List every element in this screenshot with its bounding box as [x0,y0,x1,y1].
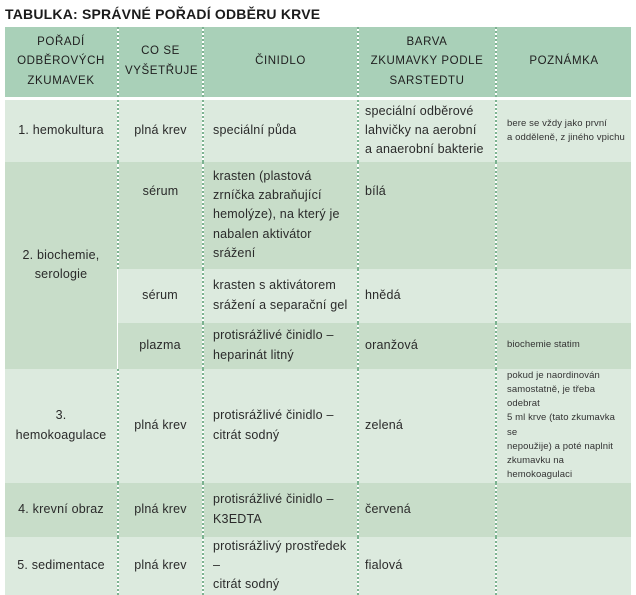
column-header-poznamka: POZNÁMKA [495,27,631,100]
page-title: TABULKA: SPRÁVNÉ POŘADÍ ODBĚRU KRVE [5,6,321,22]
row-biochemie-serum-2: sérum krasten s aktivátorem srážení a se… [5,268,631,323]
cell-poradi: 1. hemokultura [5,98,118,162]
cell-poradi: 2. biochemie, serologie [5,161,118,369]
cell-poznamka [495,482,631,537]
cell-vysetruje: sérum [117,161,203,269]
cell-cinidlo: krasten (plastová zrníčka zabraňující he… [202,161,358,269]
cell-poznamka [495,161,631,269]
cell-vysetruje: plazma [118,322,203,369]
header-row: POŘADÍ ODBĚROVÝCH ZKUMAVEK CO SE VYŠETŘU… [5,27,631,100]
cell-barva: bílá [357,161,496,269]
column-header-cinidlo: ČINIDLO [202,27,358,100]
cell-poradi: 3. hemokoagulace [5,368,118,483]
cell-poznamka [495,268,631,323]
column-header-poradi: POŘADÍ ODBĚROVÝCH ZKUMAVEK [5,27,118,100]
cell-poznamka [495,536,631,595]
cell-barva: oranžová [357,322,496,369]
cell-poznamka: bere se vždy jako první a odděleně, z ji… [495,98,631,162]
blood-draw-order-table: POŘADÍ ODBĚROVÝCH ZKUMAVEK CO SE VYŠETŘU… [5,27,631,595]
cell-poznamka: biochemie statim [495,322,631,369]
cell-cinidlo: speciální půda [202,98,358,162]
cell-vysetruje: sérum [118,268,203,323]
row-hemokultura: 1. hemokultura plná krev speciální půda … [5,98,631,162]
row-krevni-obraz: 4. krevní obraz plná krev protisrážlivé … [5,482,631,537]
cell-cinidlo: protisrážlivé činidlo – K3EDTA [202,482,358,537]
cell-vysetruje: plná krev [117,536,203,595]
cell-poradi: 5. sedimentace [5,536,118,595]
cell-vysetruje: plná krev [117,482,203,537]
column-header-barva: BARVA ZKUMAVKY PODLE SARSTEDTU [357,27,496,100]
row-hemokoagulace: 3. hemokoagulace plná krev protisrážlivé… [5,368,631,483]
column-header-vysetruje: CO SE VYŠETŘUJE [117,27,203,100]
cell-barva: hnědá [357,268,496,323]
cell-barva: zelená [357,368,496,483]
row-sedimentace: 5. sedimentace plná krev protisrážlivý p… [5,536,631,595]
cell-poradi: 4. krevní obraz [5,482,118,537]
cell-barva: speciální odběrové lahvičky na aerobní a… [357,98,496,162]
row-biochemie-serum-1: 2. biochemie, serologie sérum krasten (p… [5,161,631,369]
cell-barva: červená [357,482,496,537]
cell-cinidlo: protisrážlivé činidlo – heparinát litný [202,322,358,369]
cell-poznamka: pokud je naordinován samostatně, je třeb… [495,368,631,483]
cell-vysetruje: plná krev [117,98,203,162]
row-biochemie-plazma: plazma protisrážlivé činidlo – heparinát… [5,322,631,369]
cell-cinidlo: krasten s aktivátorem srážení a separačn… [202,268,358,323]
cell-cinidlo: protisrážlivý prostředek – citrát sodný [202,536,358,595]
cell-vysetruje: plná krev [117,368,203,483]
cell-cinidlo: protisrážlivé činidlo – citrát sodný [202,368,358,483]
cell-barva: fialová [357,536,496,595]
